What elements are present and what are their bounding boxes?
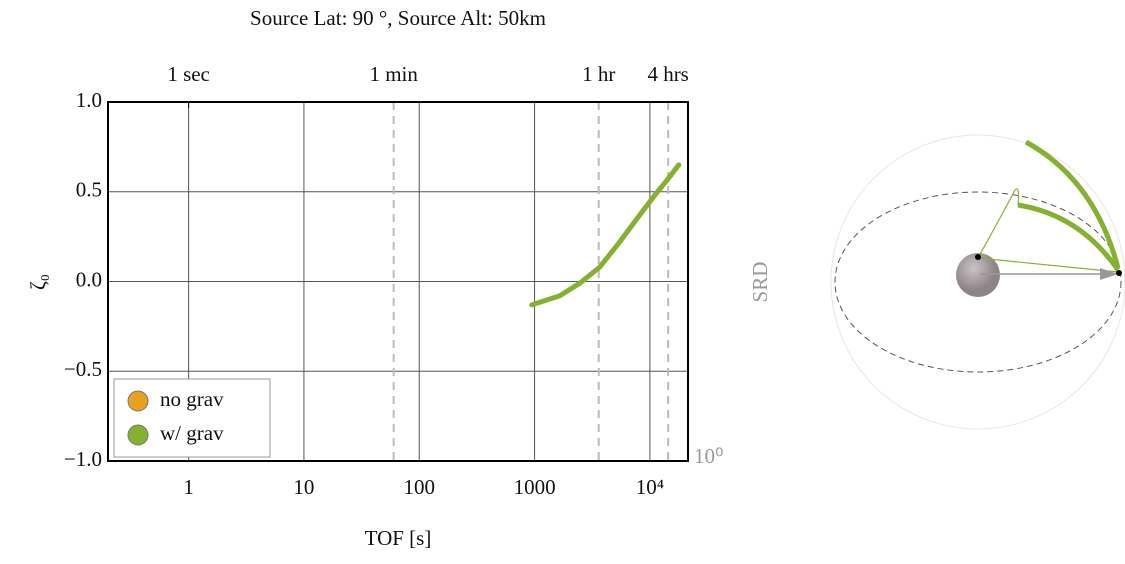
side-axis-label: SRD bbox=[748, 262, 772, 303]
x-tick-label: 1000 bbox=[514, 475, 556, 499]
x-tick-label: 100 bbox=[404, 475, 436, 499]
trajectory-thin bbox=[977, 257, 1119, 273]
orbit-ellipse bbox=[834, 191, 1122, 373]
x-axis-label: TOF [s] bbox=[365, 526, 432, 550]
y-tick-label: 0.0 bbox=[76, 267, 102, 291]
legend-label: no grav bbox=[160, 387, 224, 411]
series-line bbox=[529, 162, 682, 308]
chart-title: Source Lat: 90 °, Source Alt: 50km bbox=[250, 6, 546, 30]
y-tick-label: −0.5 bbox=[64, 357, 102, 381]
y-tick-label: 0.5 bbox=[76, 178, 102, 202]
trajectory-arc bbox=[1024, 139, 1121, 269]
top-tick-label: 1 sec bbox=[167, 62, 210, 86]
top-tick-label: 1 min bbox=[369, 62, 418, 86]
sphere-outline bbox=[830, 134, 1125, 430]
x-tick-label: 10 bbox=[293, 475, 314, 499]
target-point bbox=[1116, 270, 1122, 276]
trajectory-arc bbox=[1017, 202, 1121, 272]
source-point bbox=[975, 254, 981, 260]
trajectory-thin bbox=[977, 188, 1020, 259]
x-tick-label: 1 bbox=[183, 475, 194, 499]
legend-swatch bbox=[127, 390, 149, 412]
arrow-head bbox=[1100, 268, 1118, 280]
diagram bbox=[830, 134, 1125, 430]
legend-label: w/ grav bbox=[160, 421, 224, 445]
side-axis-tick: 10⁰ bbox=[694, 444, 723, 468]
legend-swatch bbox=[127, 424, 149, 446]
y-axis-label: ζ₀ bbox=[26, 274, 50, 290]
top-tick-label: 4 hrs bbox=[647, 62, 688, 86]
top-tick-label: 1 hr bbox=[582, 62, 615, 86]
earth bbox=[956, 253, 1000, 297]
plot-frame bbox=[107, 101, 689, 462]
y-tick-label: 1.0 bbox=[76, 88, 102, 112]
x-tick-label: 10⁴ bbox=[636, 475, 664, 499]
y-tick-label: −1.0 bbox=[64, 447, 102, 471]
